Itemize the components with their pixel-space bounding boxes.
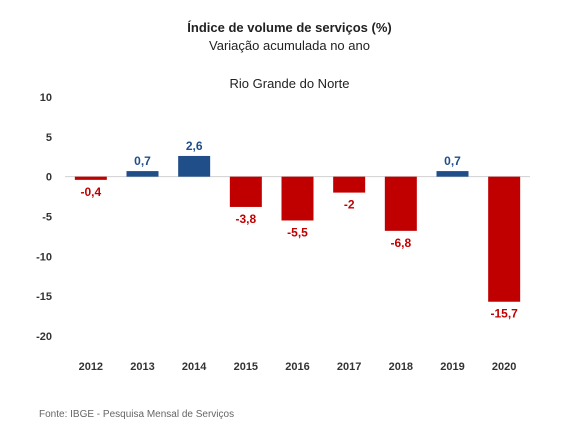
y-tick-label: -15 (36, 291, 52, 303)
chart-title: Índice de volume de serviços (%) (187, 20, 392, 35)
x-category-label: 2018 (389, 361, 413, 373)
chart-subtitle: Variação acumulada no ano (209, 38, 370, 53)
data-label: -6,8 (390, 236, 411, 250)
y-tick-label: -20 (36, 331, 52, 343)
bar (384, 176, 417, 231)
bar (333, 176, 366, 193)
data-label: -15,7 (490, 307, 518, 321)
x-category-label: 2012 (79, 361, 103, 373)
y-tick-label: 10 (40, 92, 52, 104)
x-category-label: 2016 (285, 361, 309, 373)
bar (281, 176, 314, 221)
bar (229, 176, 262, 207)
x-category-label: 2014 (182, 361, 207, 373)
y-tick-label: -10 (36, 251, 52, 263)
data-label: -3,8 (235, 212, 256, 226)
x-category-label: 2019 (440, 361, 464, 373)
y-tick-label: 0 (46, 172, 52, 184)
x-category-label: 2015 (234, 361, 258, 373)
chart-region-label: Rio Grande do Norte (229, 76, 350, 91)
y-tick-label: -5 (42, 212, 52, 224)
bar (436, 171, 469, 177)
bar (488, 176, 521, 302)
bar (126, 171, 159, 177)
source-note: Fonte: IBGE - Pesquisa Mensal de Serviço… (39, 409, 235, 420)
data-label: -2 (344, 198, 355, 212)
x-category-label: 2017 (337, 361, 361, 373)
data-label: -5,5 (287, 225, 308, 239)
data-label: 2,6 (186, 139, 203, 153)
data-label: -0,4 (80, 185, 101, 199)
data-label: 0,7 (444, 154, 461, 168)
x-category-label: 2020 (492, 361, 516, 373)
y-tick-label: 5 (46, 132, 52, 144)
x-category-label: 2013 (130, 361, 154, 373)
bar (178, 155, 211, 177)
data-label: 0,7 (134, 154, 151, 168)
bar (74, 176, 107, 180)
